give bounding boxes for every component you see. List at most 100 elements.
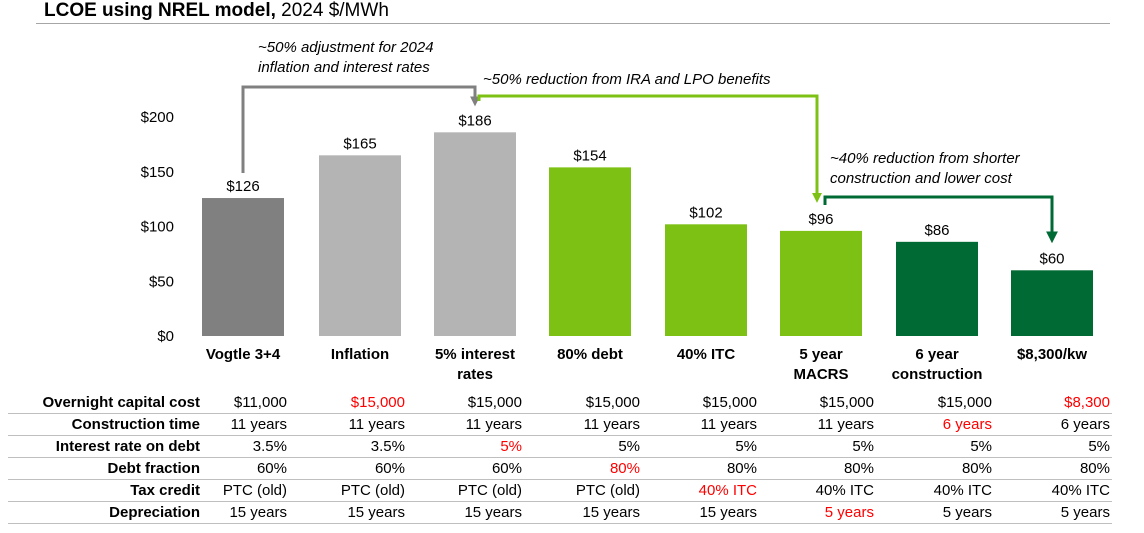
row-label: Construction time bbox=[71, 416, 200, 433]
table-cell: 5 years bbox=[824, 504, 874, 521]
row-label: Tax credit bbox=[130, 482, 200, 499]
y-axis: $0 $50 $100 $150 $200 bbox=[141, 109, 174, 345]
chart-title-main: LCOE using NREL model, bbox=[44, 0, 276, 21]
table-cell: 5 years bbox=[1060, 504, 1110, 521]
annotation-text: ~50% reduction from IRA and LPO benefits bbox=[483, 71, 771, 88]
table-row: Debt fraction 60% 60% 60% 80% 80% 80% 80% 80% bbox=[0, 458, 1144, 480]
y-tick-label: $0 bbox=[157, 328, 174, 345]
bar-value-label: $86 bbox=[924, 222, 949, 239]
row-label: Overnight capital cost bbox=[42, 394, 200, 411]
table-row: Interest rate on debt 3.5% 3.5% 5% 5% 5% 5% 5% 5… bbox=[0, 436, 1144, 458]
bar-value-label: $165 bbox=[343, 135, 376, 152]
bar bbox=[780, 230, 862, 336]
table-cell: 5% bbox=[735, 438, 757, 455]
table-cell: 15 years bbox=[699, 504, 757, 521]
bar-value-label: $102 bbox=[689, 204, 722, 221]
table-cell: 80% bbox=[843, 460, 874, 477]
annotation-arrow bbox=[241, 85, 480, 174]
x-category-label: 6 year bbox=[915, 346, 959, 363]
title-divider bbox=[36, 23, 1110, 24]
row-label: Interest rate on debt bbox=[55, 438, 200, 455]
annotation-text: construction and lower cost bbox=[830, 170, 1013, 187]
table-cell: 3.5% bbox=[370, 438, 405, 455]
bar bbox=[665, 224, 747, 336]
table-cell: $15,000 bbox=[350, 394, 405, 411]
x-category-label: Vogtle 3+4 bbox=[206, 346, 281, 363]
x-category-label: 40% ITC bbox=[677, 346, 736, 363]
table-cell: 40% ITC bbox=[1051, 482, 1110, 499]
table-cell: 6 years bbox=[942, 416, 992, 433]
table-cell: 5% bbox=[1088, 438, 1110, 455]
x-category-label: MACRS bbox=[794, 366, 849, 383]
x-category-label: Inflation bbox=[331, 346, 389, 363]
table-row: Overnight capital cost $11,000 $15,000 $15,… bbox=[0, 392, 1144, 414]
table-cell: 80% bbox=[961, 460, 992, 477]
x-category-label: 5 year bbox=[799, 346, 843, 363]
bar bbox=[434, 132, 516, 336]
table-cell: $8,300 bbox=[1064, 394, 1110, 411]
table-cell: 40% ITC bbox=[698, 482, 757, 499]
bars: $126 Vogtle 3+4 $165 Inflation $186 5% intere… bbox=[202, 112, 1093, 383]
table-cell: 11 years bbox=[465, 416, 522, 433]
row-divider bbox=[8, 457, 1112, 458]
table-cell: 6 years bbox=[1060, 416, 1110, 433]
table-cell: $15,000 bbox=[467, 394, 522, 411]
table-cell: 15 years bbox=[464, 504, 522, 521]
bar bbox=[549, 167, 631, 336]
annotations: ~50% adjustment for 2024 inflation and in… bbox=[241, 39, 1058, 244]
table-cell: 3.5% bbox=[252, 438, 287, 455]
table-row: Depreciation 15 years 15 years 15 years 15 y… bbox=[0, 502, 1144, 524]
x-category-label: 5% interest bbox=[435, 346, 515, 363]
table-cell: 60% bbox=[256, 460, 287, 477]
table-cell: 5% bbox=[500, 438, 522, 455]
bar bbox=[202, 198, 284, 336]
row-label: Debt fraction bbox=[107, 460, 200, 477]
table-cell: 15 years bbox=[347, 504, 405, 521]
bar-value-label: $96 bbox=[808, 211, 833, 228]
table-cell: 60% bbox=[491, 460, 522, 477]
table-cell: 80% bbox=[726, 460, 757, 477]
table-cell: 40% ITC bbox=[933, 482, 992, 499]
table-cell: 80% bbox=[1079, 460, 1110, 477]
table-cell: $11,000 bbox=[233, 394, 287, 411]
table-cell: PTC (old) bbox=[575, 482, 640, 499]
table-cell: 80% bbox=[609, 460, 640, 477]
bar-value-label: $154 bbox=[573, 147, 606, 164]
annotation-text: ~40% reduction from shorter bbox=[830, 150, 1021, 167]
table-cell: $15,000 bbox=[585, 394, 640, 411]
bar-value-label: $126 bbox=[226, 178, 259, 195]
table-cell: 40% ITC bbox=[815, 482, 874, 499]
table-cell: 11 years bbox=[583, 416, 640, 433]
table-row: Tax credit PTC (old) PTC (old) PTC (old) PTC… bbox=[0, 480, 1144, 502]
table-cell: 11 years bbox=[348, 416, 405, 433]
table-cell: $15,000 bbox=[937, 394, 992, 411]
y-tick-label: $150 bbox=[141, 164, 174, 181]
assumptions-table: Overnight capital cost $11,000 $15,000 $15,… bbox=[0, 392, 1144, 524]
x-category-label: construction bbox=[892, 366, 983, 383]
table-cell: $15,000 bbox=[819, 394, 874, 411]
row-divider bbox=[8, 435, 1112, 436]
table-cell: 11 years bbox=[700, 416, 757, 433]
table-cell: 5% bbox=[852, 438, 874, 455]
y-tick-label: $200 bbox=[141, 109, 174, 126]
table-cell: PTC (old) bbox=[340, 482, 405, 499]
annotation-arrow bbox=[477, 94, 822, 203]
table-cell: 60% bbox=[374, 460, 405, 477]
row-divider bbox=[8, 501, 1112, 502]
table-cell: 5% bbox=[970, 438, 992, 455]
x-category-label: rates bbox=[457, 366, 493, 383]
lcoe-bar-chart: $0 $50 $100 $150 $200 $126 Vogtle 3+4 $165 Infl… bbox=[141, 39, 1093, 383]
annotation-text: ~50% adjustment for 2024 bbox=[258, 39, 434, 56]
bar bbox=[1011, 270, 1093, 336]
bar bbox=[319, 155, 401, 336]
annotation-arrow bbox=[823, 195, 1058, 244]
table-cell: PTC (old) bbox=[222, 482, 287, 499]
annotation-text: inflation and interest rates bbox=[258, 59, 430, 76]
chart-title: LCOE using NREL model, 2024 $/MWh bbox=[44, 0, 389, 22]
table-row: Construction time 11 years 11 years 11 year… bbox=[0, 414, 1144, 436]
row-divider bbox=[8, 413, 1112, 414]
x-category-label: 80% debt bbox=[557, 346, 623, 363]
table-cell: 11 years bbox=[230, 416, 287, 433]
table-cell: 5 years bbox=[942, 504, 992, 521]
table-cell: PTC (old) bbox=[457, 482, 522, 499]
